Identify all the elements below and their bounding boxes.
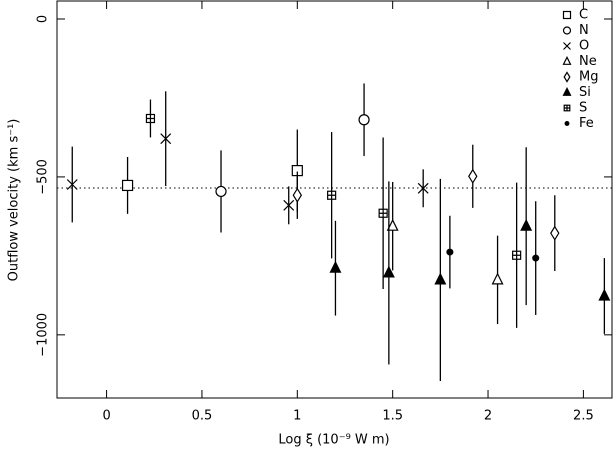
y-tick-label: 0 [36, 15, 51, 23]
x-tick-label: 0 [102, 409, 110, 424]
legend-marker [562, 86, 572, 96]
marker [386, 218, 399, 231]
marker [382, 265, 395, 278]
marker [358, 114, 370, 126]
plot-frame [56, 0, 613, 399]
marker-shape [434, 272, 447, 285]
marker [446, 248, 454, 256]
marker-shape [563, 71, 571, 83]
marker-shape [160, 133, 172, 145]
marker-shape [550, 225, 560, 241]
marker [215, 185, 227, 198]
marker [550, 225, 560, 241]
legend-label: Ne [579, 54, 597, 69]
y-axis-label: Outflow velocity (km s⁻¹) [7, 119, 22, 282]
marker-shape [598, 288, 611, 301]
marker [378, 208, 388, 218]
marker-shape [563, 42, 571, 50]
marker-shape [379, 209, 388, 218]
marker [417, 182, 429, 194]
marker [292, 187, 303, 203]
marker-shape [121, 179, 134, 192]
marker [491, 272, 504, 285]
marker-shape [562, 86, 572, 96]
marker-shape [327, 191, 336, 200]
marker [145, 113, 156, 124]
legend-label: S [579, 101, 587, 116]
marker-shape [532, 254, 540, 262]
legend-marker [562, 55, 572, 65]
marker-shape [329, 260, 342, 273]
marker [327, 190, 337, 200]
y-tick-label: −1000 [36, 313, 51, 357]
legend-label: O [579, 39, 589, 54]
marker-shape [446, 248, 454, 256]
marker-shape [562, 26, 572, 35]
marker-shape [358, 114, 370, 126]
legend-label: Mg [579, 70, 598, 85]
marker-shape [292, 187, 303, 203]
x-axis-label: Log ξ (10⁻⁹ W m) [278, 433, 389, 448]
marker-shape [512, 251, 521, 260]
marker [434, 272, 447, 285]
legend-label: C [579, 8, 588, 23]
marker [66, 179, 78, 190]
marker-shape [564, 121, 570, 126]
marker [121, 179, 134, 192]
marker-shape [283, 199, 295, 211]
x-tick-label: 2.5 [573, 409, 594, 424]
marker-shape [386, 218, 399, 231]
marker-shape [66, 179, 78, 190]
marker-shape [520, 218, 533, 231]
marker-shape [417, 182, 429, 194]
marker [532, 254, 540, 262]
marker [283, 199, 295, 211]
marker-shape [215, 185, 227, 198]
marker-shape [562, 55, 572, 65]
marker [512, 250, 522, 260]
legend-label: Fe [579, 116, 594, 131]
marker [520, 218, 533, 231]
marker [329, 260, 342, 273]
x-tick-label: 1 [293, 409, 301, 424]
x-tick-label: 1.5 [382, 409, 403, 424]
marker-shape [468, 168, 478, 184]
legend-label: Si [579, 85, 591, 100]
y-tick-label: −500 [36, 159, 51, 195]
legend-marker [563, 71, 571, 83]
x-tick-label: 0.5 [192, 409, 213, 424]
marker-shape [146, 114, 155, 123]
marker-shape [491, 272, 504, 285]
marker-shape [564, 105, 570, 111]
legend-label: N [579, 23, 589, 38]
legend-marker [563, 42, 571, 50]
legend-marker [562, 26, 572, 35]
marker [598, 288, 611, 301]
marker-shape [562, 10, 572, 20]
marker [160, 133, 172, 145]
marker-shape [382, 265, 395, 278]
legend-marker [564, 121, 570, 126]
legend-marker [563, 104, 571, 112]
x-tick-label: 2 [484, 409, 492, 424]
legend-marker [562, 10, 572, 20]
marker [468, 168, 478, 184]
